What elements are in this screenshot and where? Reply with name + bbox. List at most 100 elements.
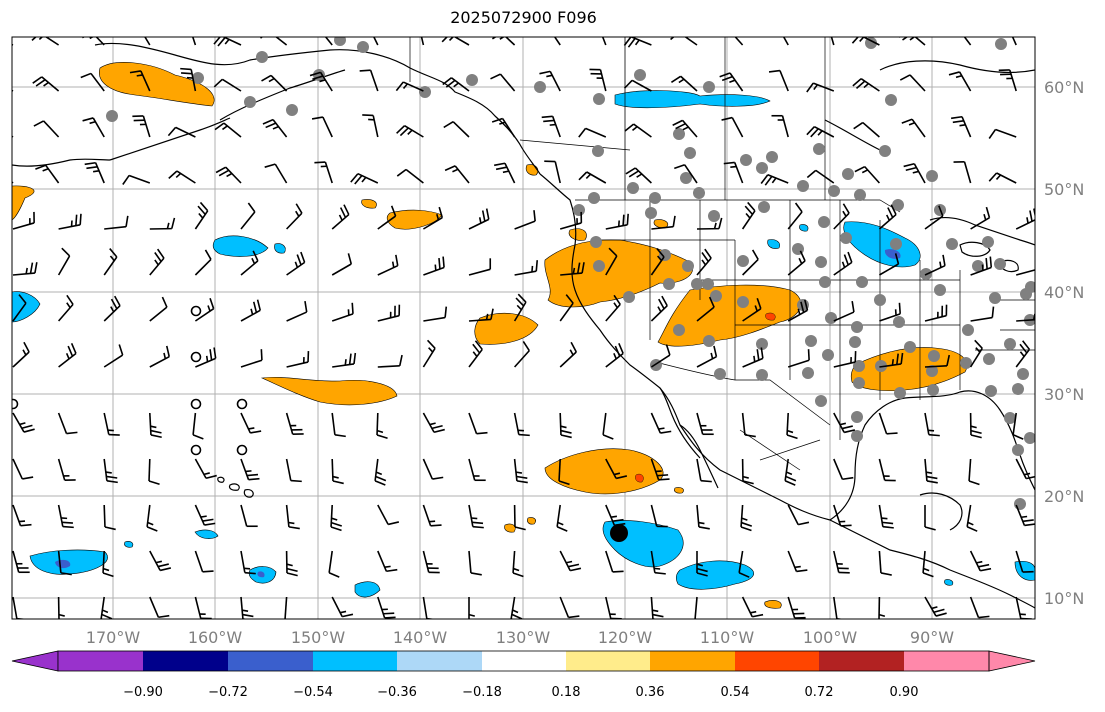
wind-barb-flag <box>192 434 204 440</box>
lat-label-10: 10°N <box>1044 589 1084 608</box>
wind-barb-flag <box>754 305 758 312</box>
wind-barb-flag <box>565 294 574 304</box>
wind-barb-flag <box>1026 217 1029 224</box>
wind-barb-flag <box>657 255 663 262</box>
wind-barb-flag <box>514 526 526 531</box>
wind-barb-flag <box>594 29 600 30</box>
wind-barb-flag <box>704 248 712 259</box>
wind-barb <box>969 596 980 618</box>
wind-barb-flag <box>430 524 442 527</box>
lon-label-90w: 90°W <box>910 628 954 647</box>
wind-barb-flag <box>79 213 82 225</box>
wind-barb-flag <box>985 257 988 270</box>
wind-barb-flag <box>843 429 856 434</box>
wind-barb-flag <box>568 563 580 568</box>
wind-barb-flag <box>752 613 764 618</box>
wind-barb-flag <box>557 521 564 526</box>
wind-barb-flag <box>366 33 372 34</box>
wind-barb-flag <box>161 296 168 308</box>
wind-barb-flag <box>657 474 669 477</box>
wind-barb <box>782 37 789 46</box>
wind-barb-flag <box>810 128 819 138</box>
wind-barb-flag <box>806 169 817 179</box>
wind-barb-flag <box>654 571 666 575</box>
wind-barb-flag <box>34 262 38 274</box>
wind-barb-flag <box>209 298 215 309</box>
wind-barb <box>57 412 68 434</box>
wind-barb-flag <box>197 205 206 215</box>
wind-barb-flag <box>513 567 520 572</box>
wind-barb-flag <box>158 614 170 619</box>
wind-barb <box>405 168 424 184</box>
wind-barb-flag <box>719 72 731 78</box>
wind-barb-flag <box>165 345 171 357</box>
wind-barb-flag <box>891 359 894 366</box>
lon-label-100w: 100°W <box>803 628 858 647</box>
wind-barb-flag <box>175 172 182 179</box>
wind-barb-flag <box>613 302 619 309</box>
wind-barb-flag <box>295 203 303 214</box>
wind-barb-flag <box>516 480 528 484</box>
wind-barb-flag <box>558 480 570 486</box>
colorbar-tick-label: −0.90 <box>123 685 163 700</box>
wind-barb-flag <box>312 75 324 81</box>
wind-barb-flag <box>696 563 704 567</box>
wind-barb-flag <box>19 422 26 426</box>
wind-barb-flag <box>800 301 805 313</box>
wind-barb-flag <box>602 434 614 440</box>
wind-barb-flag <box>471 521 484 525</box>
wind-barb-flag <box>110 306 115 313</box>
wind-barb-flag <box>756 349 760 361</box>
map-frame <box>11 36 1036 620</box>
wind-barb-flag <box>512 572 524 578</box>
wind-barb-flag <box>880 572 892 576</box>
longitude-labels: 170°W 160°W 150°W 140°W 130°W 120°W 110°… <box>86 628 954 647</box>
colorbar-outline <box>57 650 990 672</box>
wind-barb-flag <box>157 563 169 568</box>
wind-barb-flag <box>747 201 756 212</box>
wind-barb <box>924 365 948 368</box>
wind-barb <box>499 73 516 92</box>
wind-barb <box>650 504 658 527</box>
wind-barb-flag <box>205 355 209 362</box>
high-positive-anomaly-regions <box>635 312 776 483</box>
wind-barb <box>148 458 151 482</box>
wind-barb-flag <box>62 525 74 529</box>
wind-barb-flag <box>947 27 957 31</box>
wind-barb <box>684 164 698 184</box>
wind-barb-flag <box>339 207 347 218</box>
wind-barb-flag <box>861 169 868 174</box>
wind-barb <box>192 412 197 435</box>
wind-barb-flag <box>744 434 756 438</box>
wind-barb-flag <box>700 479 712 483</box>
wind-barb <box>90 72 105 92</box>
wind-barb <box>328 550 333 573</box>
wind-barb <box>12 596 18 619</box>
lon-label-150w: 150°W <box>291 628 346 647</box>
wind-barb-flag <box>396 125 406 134</box>
wind-barb-flag <box>286 572 298 577</box>
latitude-labels: 60°N 50°N 40°N 30°N 20°N 10°N <box>1044 78 1084 608</box>
wind-barb <box>1012 412 1017 435</box>
wind-barb-flag <box>262 118 274 125</box>
wind-barb-flag <box>213 78 223 88</box>
wind-barb <box>968 458 972 482</box>
wind-barb-flag <box>217 37 226 47</box>
wind-barb-flag <box>171 217 176 229</box>
wind-barb-flag <box>942 254 946 266</box>
wind-barb-flag <box>204 249 212 260</box>
wind-barb-flag <box>900 352 904 365</box>
colorbar-tick-label: 0.90 <box>890 685 919 700</box>
wind-barb-flag <box>159 567 172 572</box>
wind-barb-flag <box>495 166 508 171</box>
wind-barb <box>377 504 389 525</box>
wind-barb-flag <box>485 208 490 220</box>
wind-barb-flag <box>491 117 503 123</box>
wind-barb <box>909 74 926 92</box>
wind-barb-flag <box>442 77 452 86</box>
wind-barb-flag <box>1003 29 1009 30</box>
wind-barb-flag <box>102 572 114 578</box>
wind-barb <box>324 37 333 46</box>
wind-barb-flag <box>988 129 997 139</box>
wind-barb-flag <box>622 214 625 226</box>
